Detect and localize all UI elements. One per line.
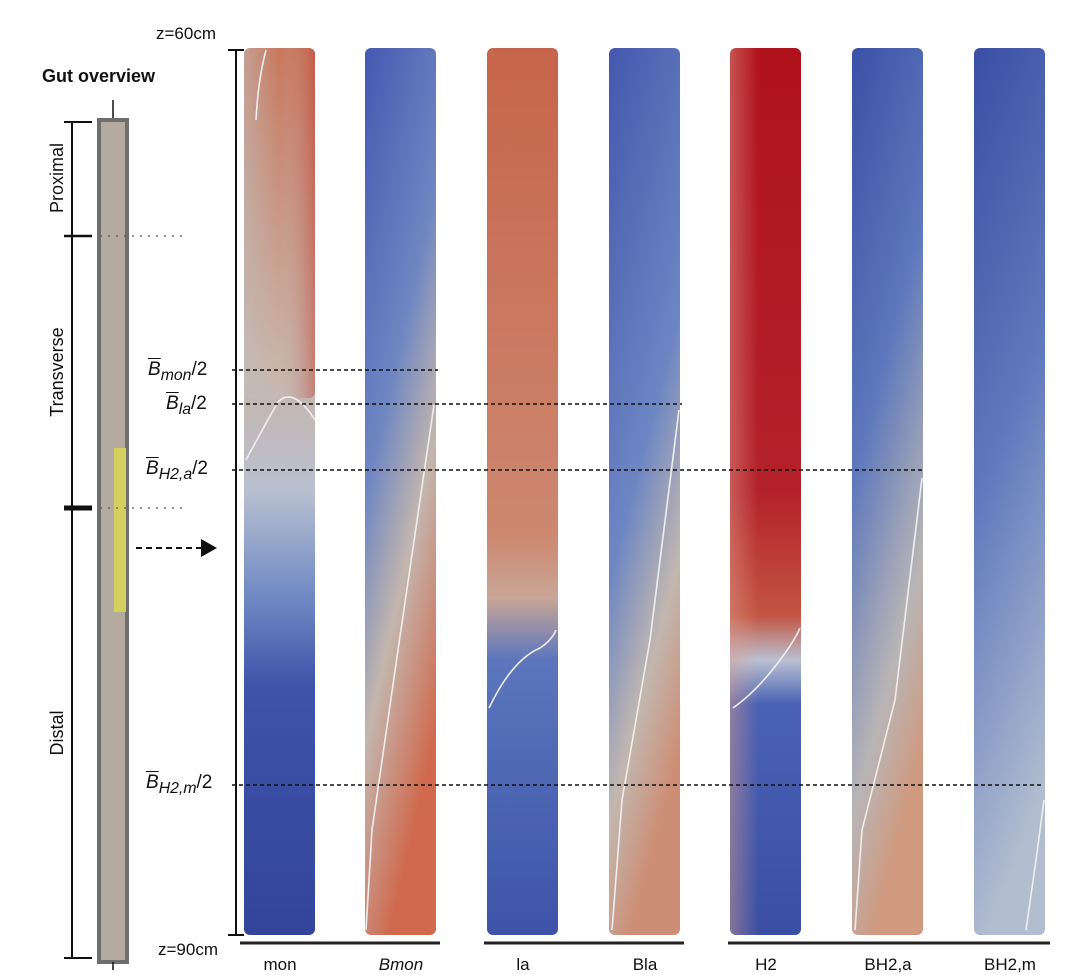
column-bmon [365, 48, 436, 935]
gut-overview-schematic [64, 100, 217, 970]
column-bla [609, 48, 680, 935]
column-label-bmon: Bmon [378, 955, 424, 974]
column-label-bh2m: BH2,m [984, 955, 1036, 974]
column-label-mon: mon [263, 955, 297, 974]
marker-label-mon: Bmon/2 [148, 359, 208, 384]
z-top-label: z=60cm [156, 24, 216, 43]
column-label-la: la [516, 955, 530, 974]
marker-label-h2m: BH2,m/2 [146, 772, 213, 797]
marker-label-la: Bla/2 [166, 393, 207, 418]
marker-label-h2a: BH2,a/2 [146, 458, 208, 483]
gut-highlight-segment [114, 448, 126, 612]
z-axis [228, 49, 244, 936]
column-la [487, 48, 558, 935]
column-bh2a [852, 48, 923, 935]
column-h2 [730, 48, 801, 935]
column-mon [244, 48, 316, 935]
column-bh2m [974, 48, 1045, 935]
column-label-bla: Bla [632, 955, 658, 974]
figure-title: Gut overview [42, 66, 156, 86]
z-bottom-label: z=90cm [158, 940, 218, 959]
arrow-head-icon [201, 539, 217, 557]
column-label-bh2a: BH2,a [864, 955, 912, 974]
column-label-h2: H2 [755, 955, 777, 974]
